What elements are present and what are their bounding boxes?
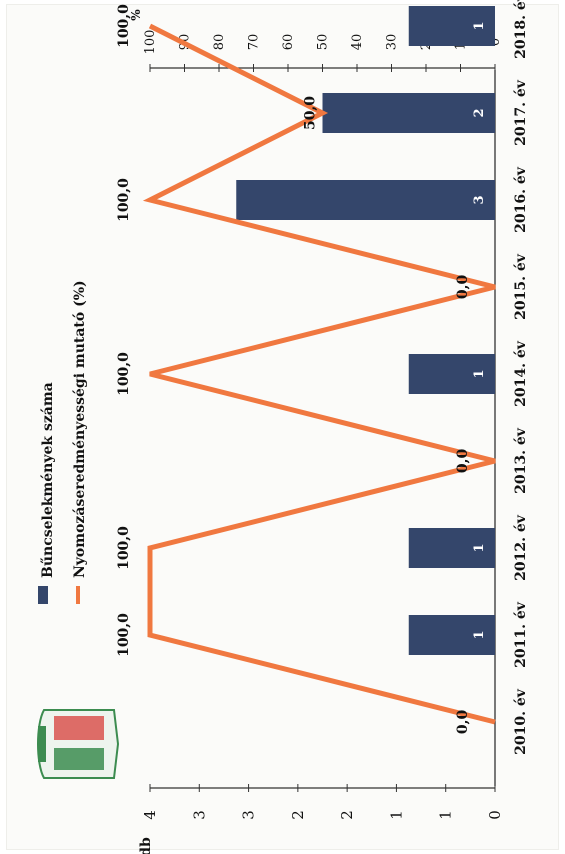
legend-swatch-line xyxy=(76,586,80,604)
shield-green-field xyxy=(54,748,104,770)
left-axis-tick-label: 1 xyxy=(387,810,405,820)
bar-data-label: 3 xyxy=(472,195,487,204)
right-axis-tick-label: 80 xyxy=(212,34,227,51)
line-series-layer xyxy=(142,23,496,725)
data-bar xyxy=(236,180,495,220)
labels-layer: 1 1 1 3 2 1 0,0 100,0 100,0 0,0 100,0 0,0 100,0 50,0 1… xyxy=(116,4,487,734)
data-bar xyxy=(408,6,495,46)
shield-red-field xyxy=(54,716,104,740)
bar-data-label: 1 xyxy=(472,543,487,552)
category-tick-label: 2014. év xyxy=(513,340,529,407)
left-axis-tick-label: 0 xyxy=(486,810,504,820)
axes-layer: 0112233401020304050607080901002010. év20… xyxy=(141,0,529,820)
right-axis-tick-label: 70 xyxy=(247,34,262,51)
left-axis-tick-label: 3 xyxy=(190,810,208,820)
bar-data-label: 1 xyxy=(472,369,487,378)
line-data-label: 100,0 xyxy=(116,613,132,657)
left-axis-tick-label: 3 xyxy=(240,810,258,820)
line-data-label: 100,0 xyxy=(116,178,132,222)
shield-crown xyxy=(38,726,46,762)
category-tick-label: 2018. év xyxy=(513,0,529,59)
line-data-label: 100,0 xyxy=(116,526,132,570)
right-axis-title: % xyxy=(129,9,143,21)
line-data-label: 0,0 xyxy=(455,449,471,474)
data-bar xyxy=(322,93,495,133)
left-axis-tick-label: 4 xyxy=(141,810,159,820)
left-axis-tick-label: 1 xyxy=(437,810,455,820)
right-axis-tick-label: 0 xyxy=(488,38,503,46)
category-tick-label: 2010. év xyxy=(513,688,529,755)
category-tick-label: 2012. év xyxy=(513,514,529,581)
data-bar xyxy=(408,615,495,655)
left-axis-title: db xyxy=(138,837,154,854)
right-axis-tick-label: 60 xyxy=(281,34,296,51)
category-tick-label: 2011. év xyxy=(513,601,529,668)
bar-series-layer xyxy=(236,6,495,655)
line-data-label: 100,0 xyxy=(116,4,132,48)
data-bar xyxy=(408,528,495,568)
category-tick-label: 2017. év xyxy=(513,79,529,146)
line-data-label: 0,0 xyxy=(455,710,471,735)
bar-data-label: 1 xyxy=(472,630,487,639)
line-data-label: 0,0 xyxy=(455,275,471,300)
left-axis-tick-label: 2 xyxy=(338,810,356,820)
legend-swatch-bar xyxy=(38,586,48,604)
category-tick-label: 2015. év xyxy=(513,253,529,320)
data-bar xyxy=(408,354,495,394)
line-data-label: 100,0 xyxy=(116,352,132,396)
bar-data-label: 1 xyxy=(472,21,487,30)
coat-of-arms-logo xyxy=(37,709,120,779)
right-axis-tick-label: 100 xyxy=(143,30,158,55)
left-axis-tick-label: 2 xyxy=(289,810,307,820)
legend: Bűncselekmények száma Nyomozáseredményes… xyxy=(38,280,88,604)
line-series-path xyxy=(142,23,496,725)
category-tick-label: 2016. év xyxy=(513,166,529,233)
legend-label-line: Nyomozáseredményességi mutató (%) xyxy=(72,280,88,578)
legend-label-bar: Bűncselekmények száma xyxy=(40,382,56,578)
line-data-label: 50,0 xyxy=(303,96,319,130)
right-axis-tick-label: 30 xyxy=(385,34,400,51)
bar-data-label: 2 xyxy=(472,108,487,117)
right-axis-tick-label: 50 xyxy=(316,34,331,51)
right-axis-tick-label: 40 xyxy=(350,34,365,51)
category-tick-label: 2013. év xyxy=(513,427,529,494)
